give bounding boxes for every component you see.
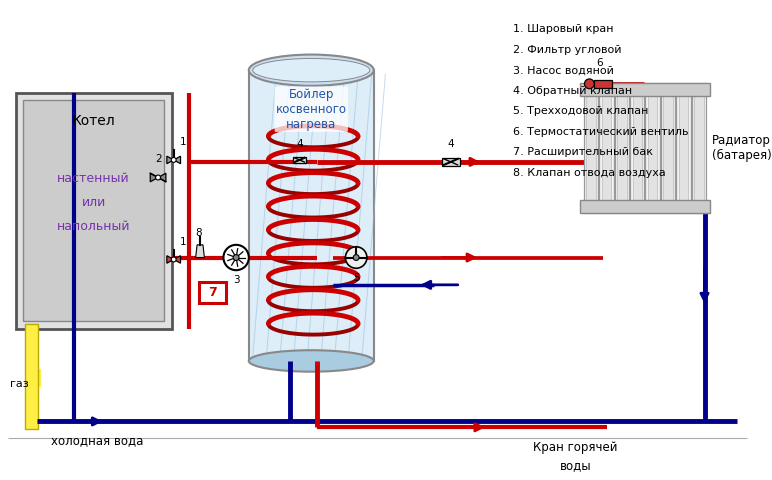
Ellipse shape (249, 55, 374, 86)
Text: 2: 2 (154, 154, 161, 164)
Bar (293, 157, 306, 163)
Text: 6: 6 (596, 58, 602, 68)
Bar (661, 83, 676, 213)
Bar (632, 92, 642, 204)
Text: настенный
или
напольный: настенный или напольный (57, 172, 130, 233)
Bar (676, 83, 691, 213)
Bar (587, 92, 596, 204)
Text: Бойлер
косвенного
нагрева: Бойлер косвенного нагрева (276, 88, 347, 131)
Bar (580, 200, 710, 213)
Text: 1. Шаровый кран: 1. Шаровый кран (513, 24, 614, 34)
Polygon shape (151, 173, 158, 182)
Bar (694, 92, 703, 204)
Bar (679, 92, 688, 204)
Bar (594, 80, 611, 88)
Circle shape (171, 257, 176, 262)
Bar (15, 93, 171, 329)
Text: 3: 3 (233, 275, 239, 285)
Circle shape (223, 245, 249, 270)
Text: холодная вода: холодная вода (52, 434, 144, 447)
Text: Котел: Котел (72, 114, 116, 128)
Text: 3. Насос водяной: 3. Насос водяной (513, 65, 615, 75)
Bar (617, 92, 627, 204)
Text: 7. Расширительный бак: 7. Расширительный бак (513, 147, 653, 157)
Text: 4. Обратный клапан: 4. Обратный клапан (513, 86, 632, 96)
Bar (615, 83, 629, 213)
Text: Кран горячей
воды: Кран горячей воды (533, 441, 618, 472)
Bar (602, 92, 611, 204)
Bar (599, 83, 614, 213)
Ellipse shape (252, 59, 370, 82)
Circle shape (345, 247, 367, 268)
Text: 7: 7 (208, 286, 217, 299)
Text: Радиатор
(батарея): Радиатор (батарея) (712, 134, 771, 162)
Text: 5: 5 (353, 273, 360, 283)
Bar (630, 83, 645, 213)
Text: газ: газ (10, 379, 29, 389)
Polygon shape (195, 245, 205, 257)
Text: 5. Трехходовой клапан: 5. Трехходовой клапан (513, 106, 648, 116)
Polygon shape (167, 256, 174, 263)
Bar (249, 70, 374, 361)
Text: 1: 1 (180, 137, 187, 147)
Text: 6. Термостатический вентиль: 6. Термостатический вентиль (513, 127, 689, 137)
Bar (692, 83, 706, 213)
Polygon shape (167, 156, 174, 164)
Ellipse shape (249, 350, 374, 372)
Text: 2. Фильтр угловой: 2. Фильтр угловой (513, 45, 621, 55)
Bar (25, 324, 38, 429)
Bar (580, 83, 710, 96)
Circle shape (156, 175, 161, 180)
Text: 4: 4 (296, 139, 303, 149)
Bar (663, 92, 672, 204)
Text: 8. Клапан отвода воздуха: 8. Клапан отвода воздуха (513, 168, 666, 178)
Bar (23, 100, 164, 321)
Circle shape (171, 157, 176, 162)
Circle shape (354, 254, 359, 261)
Text: 8: 8 (196, 228, 202, 238)
Bar (199, 282, 226, 303)
Polygon shape (174, 156, 181, 164)
Text: 1: 1 (180, 237, 187, 247)
Bar (584, 83, 598, 213)
Polygon shape (158, 173, 166, 182)
Bar (442, 158, 459, 166)
Bar (648, 92, 658, 204)
Circle shape (584, 79, 594, 89)
Circle shape (233, 254, 239, 261)
Bar (645, 83, 660, 213)
Polygon shape (174, 256, 181, 263)
Text: 4: 4 (448, 139, 454, 149)
